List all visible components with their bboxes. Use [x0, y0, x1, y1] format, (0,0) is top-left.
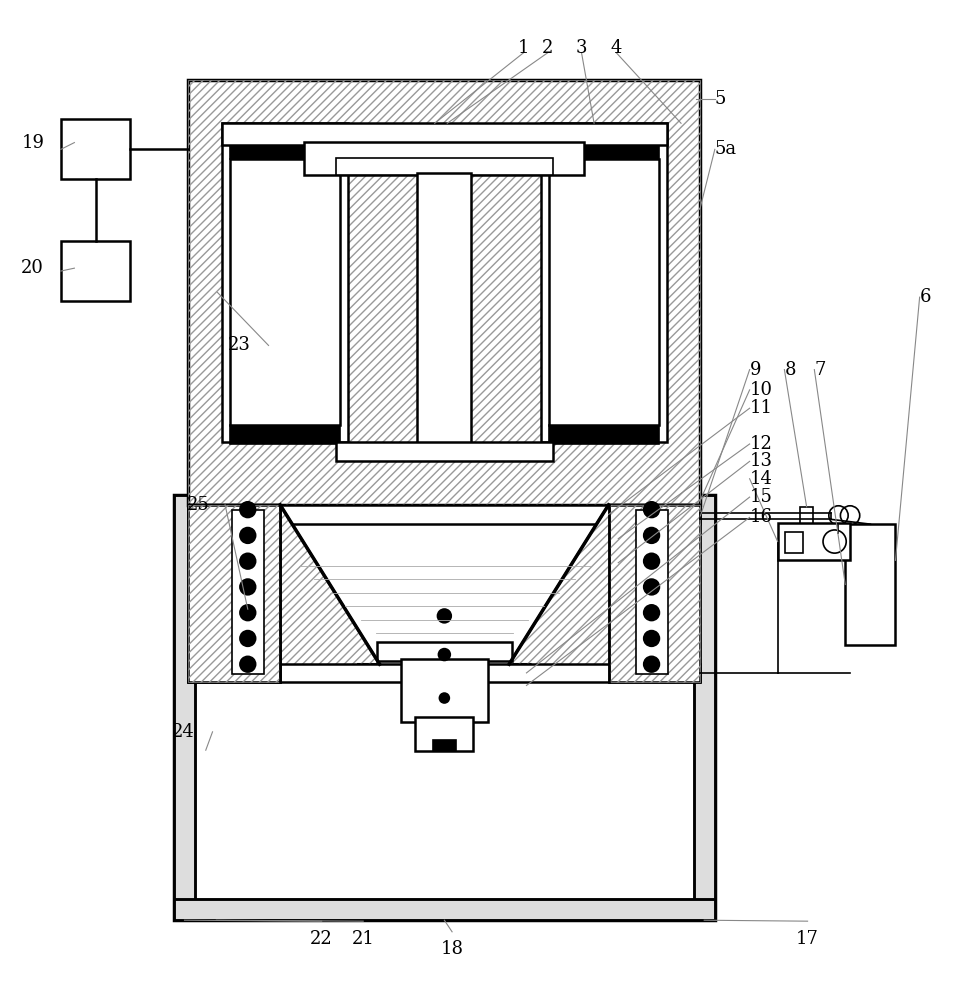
Polygon shape: [509, 505, 700, 682]
Bar: [336, 158, 553, 175]
Bar: [800, 507, 813, 526]
Bar: [609, 505, 700, 682]
Bar: [174, 495, 195, 920]
Bar: [401, 659, 488, 722]
Text: 24: 24: [172, 723, 195, 741]
Text: 16: 16: [750, 508, 773, 526]
Text: 14: 14: [750, 470, 773, 488]
Text: 2: 2: [542, 39, 554, 57]
Bar: [304, 142, 584, 175]
Bar: [174, 495, 715, 920]
Bar: [417, 173, 471, 458]
Circle shape: [643, 656, 661, 673]
Bar: [377, 642, 512, 661]
Bar: [195, 495, 694, 899]
Text: 7: 7: [814, 361, 826, 379]
Text: 6: 6: [920, 288, 931, 306]
Text: 13: 13: [750, 452, 773, 470]
Text: 9: 9: [750, 361, 761, 379]
Circle shape: [439, 692, 450, 704]
Bar: [230, 425, 340, 444]
Bar: [549, 425, 659, 444]
Text: 12: 12: [750, 435, 773, 453]
Circle shape: [240, 604, 257, 621]
Bar: [188, 505, 280, 682]
Circle shape: [643, 552, 661, 570]
Bar: [694, 495, 715, 920]
Circle shape: [240, 501, 257, 518]
Bar: [541, 123, 667, 442]
Circle shape: [643, 604, 661, 621]
Bar: [222, 123, 667, 145]
Bar: [174, 495, 195, 920]
Circle shape: [240, 630, 257, 647]
Circle shape: [240, 527, 257, 544]
Circle shape: [240, 578, 257, 596]
Bar: [232, 510, 264, 674]
Bar: [188, 505, 700, 524]
Text: 19: 19: [21, 134, 44, 152]
Circle shape: [643, 630, 661, 647]
Text: 5a: 5a: [715, 140, 737, 158]
Bar: [230, 159, 340, 425]
Text: 23: 23: [228, 336, 251, 354]
Bar: [549, 159, 659, 425]
Bar: [415, 717, 473, 751]
Circle shape: [823, 530, 846, 553]
Circle shape: [643, 501, 661, 518]
Text: 5: 5: [715, 90, 726, 108]
Bar: [230, 140, 340, 159]
Bar: [609, 505, 700, 682]
Bar: [174, 899, 715, 920]
Text: 22: 22: [310, 930, 333, 948]
Bar: [61, 119, 130, 179]
Bar: [188, 664, 700, 682]
Bar: [188, 80, 700, 505]
Bar: [433, 740, 456, 751]
Bar: [778, 523, 850, 560]
Text: 18: 18: [440, 940, 464, 958]
Bar: [549, 140, 659, 159]
Bar: [845, 524, 895, 645]
Text: 25: 25: [186, 496, 210, 514]
Bar: [188, 505, 280, 682]
Text: 15: 15: [750, 488, 773, 506]
Text: 3: 3: [576, 39, 587, 57]
Bar: [336, 442, 553, 461]
Bar: [188, 80, 700, 505]
Circle shape: [240, 656, 257, 673]
Bar: [61, 241, 130, 301]
Text: 17: 17: [796, 930, 819, 948]
Bar: [785, 532, 803, 553]
Text: 11: 11: [750, 399, 773, 417]
Bar: [174, 899, 715, 920]
Text: 8: 8: [784, 361, 796, 379]
Bar: [636, 510, 668, 674]
Bar: [222, 123, 348, 442]
Text: 4: 4: [611, 39, 622, 57]
Circle shape: [240, 552, 257, 570]
Polygon shape: [188, 505, 380, 682]
Text: 10: 10: [750, 381, 773, 399]
Text: 1: 1: [518, 39, 529, 57]
Text: 21: 21: [352, 930, 375, 948]
Circle shape: [438, 648, 451, 661]
Circle shape: [643, 527, 661, 544]
Circle shape: [643, 578, 661, 596]
Circle shape: [437, 608, 452, 624]
Bar: [188, 505, 280, 682]
Text: 20: 20: [21, 259, 44, 277]
Bar: [694, 495, 715, 920]
